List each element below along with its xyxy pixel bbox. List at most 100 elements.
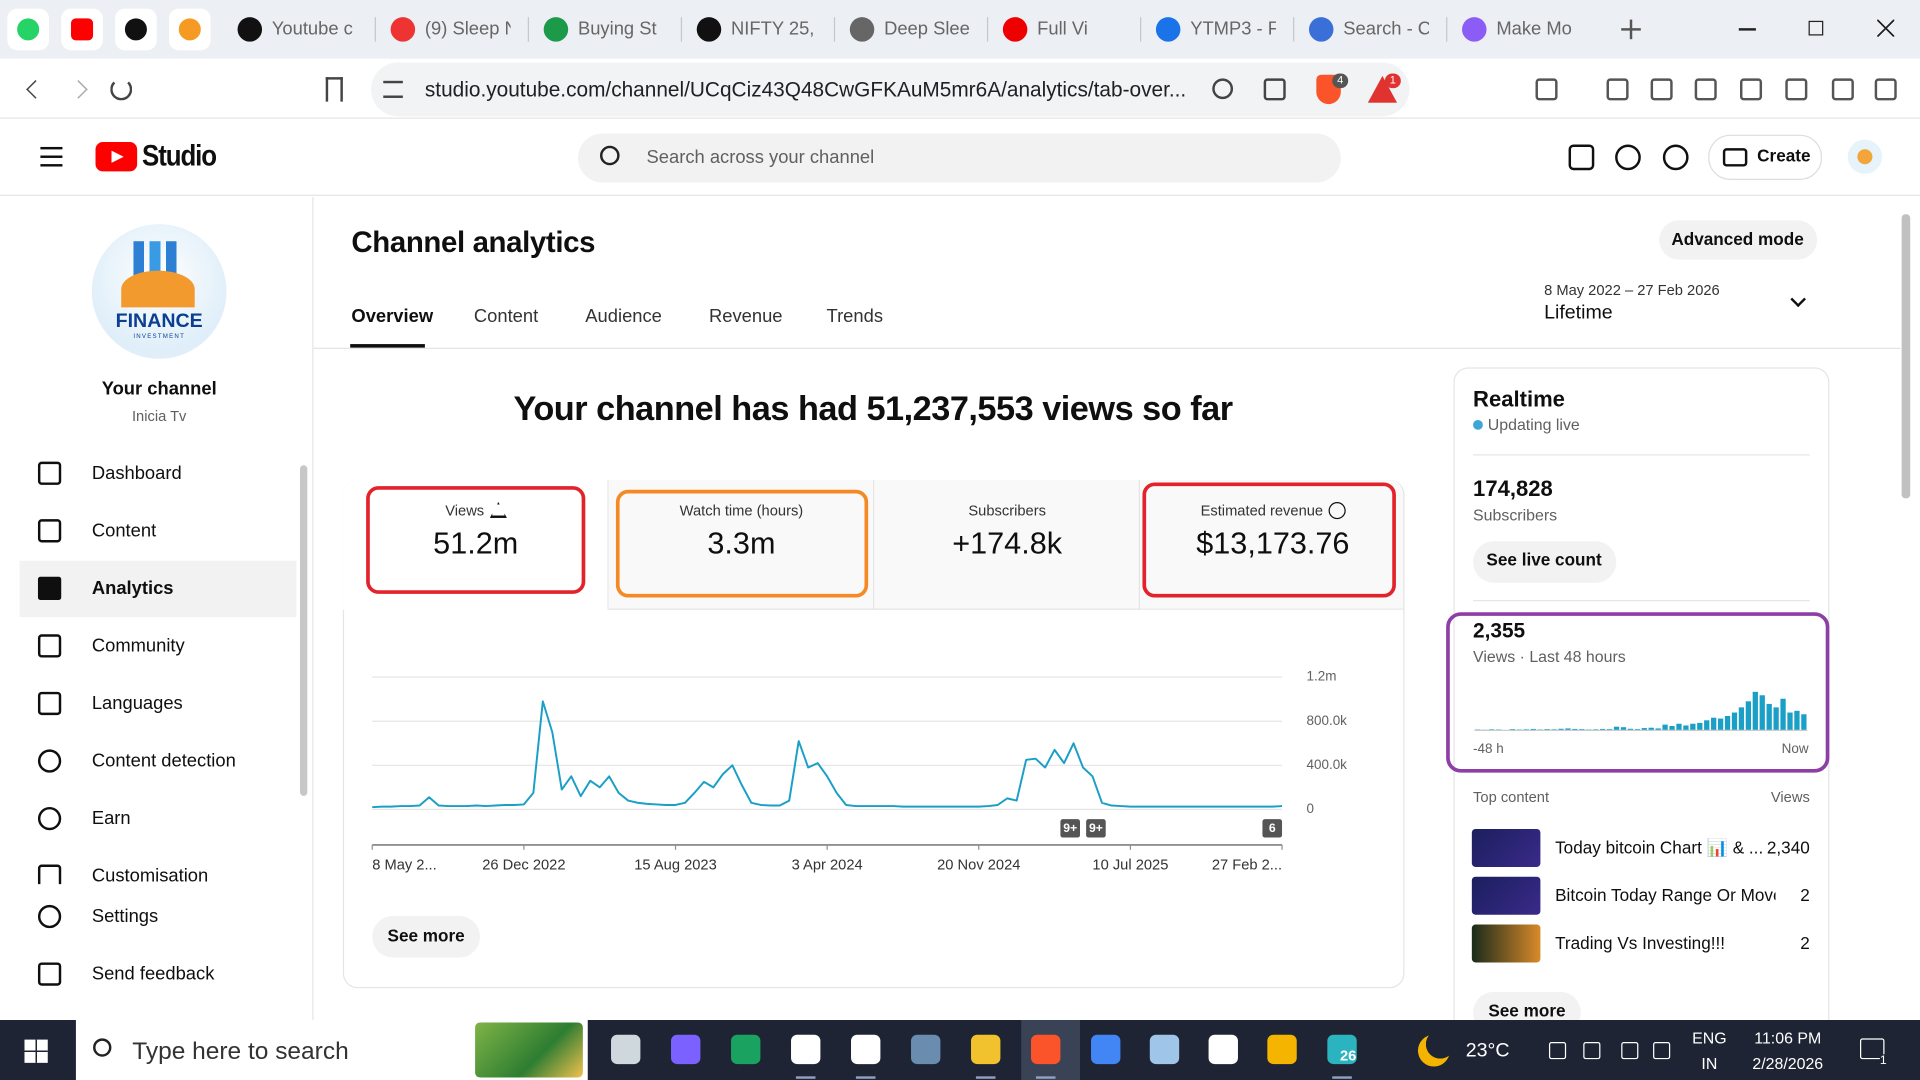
- toolbar-icon[interactable]: [1535, 78, 1558, 101]
- zoom-icon: [1212, 78, 1234, 100]
- tab-title[interactable]: Search - C: [1343, 17, 1429, 39]
- taskbar-app[interactable]: [1031, 1034, 1061, 1065]
- analytics-tab[interactable]: Revenue: [708, 305, 783, 327]
- metric-cell[interactable]: [874, 480, 1140, 610]
- taskbar-app[interactable]: [971, 1034, 1001, 1065]
- youtube-logo[interactable]: [95, 142, 138, 172]
- period-chevron: [1790, 291, 1806, 308]
- taskbar-app[interactable]: [1267, 1034, 1297, 1065]
- tab-separator: [1293, 17, 1295, 42]
- metric-cell[interactable]: [608, 480, 875, 610]
- video-thumbnail[interactable]: [1471, 828, 1541, 867]
- toolbar-icon[interactable]: [1606, 78, 1629, 101]
- analytics-tab[interactable]: Overview: [351, 305, 434, 327]
- toolbar-icon[interactable]: [1785, 78, 1808, 101]
- advanced-mode-button[interactable]: [1659, 220, 1818, 260]
- reload-button[interactable]: [110, 78, 133, 101]
- analytics-tab[interactable]: Audience: [585, 305, 662, 327]
- nav-item[interactable]: Analytics: [91, 577, 174, 599]
- logo-arrow: [121, 270, 195, 308]
- highlight-purple: [1446, 612, 1830, 773]
- metric-cell[interactable]: [1140, 480, 1405, 610]
- tab-separator: [986, 17, 989, 42]
- headline: Your channel has had 51,237,553 views so…: [513, 388, 1234, 427]
- taskbar-app[interactable]: [731, 1034, 761, 1065]
- taskbar-app[interactable]: [1208, 1034, 1238, 1065]
- taskbar-app[interactable]: [1091, 1034, 1121, 1065]
- nav-item[interactable]: Content detection: [91, 750, 236, 772]
- create-button[interactable]: [1708, 134, 1823, 180]
- live-dot: [1473, 420, 1483, 430]
- tab-separator: [1140, 17, 1142, 42]
- menu-icon-bar: [40, 164, 63, 167]
- tab-title[interactable]: Buying St: [577, 17, 657, 39]
- pinned-tab[interactable]: [115, 8, 157, 51]
- nav-item[interactable]: Languages: [91, 692, 183, 714]
- toolbar-icon[interactable]: [1650, 78, 1673, 101]
- header-icon[interactable]: [1568, 144, 1595, 171]
- nav-footer-item[interactable]: Send feedback: [91, 963, 215, 985]
- pinned-tab[interactable]: [61, 8, 103, 51]
- taskbar-app[interactable]: [911, 1034, 941, 1065]
- see-live-count-button[interactable]: [1473, 541, 1617, 583]
- search-box[interactable]: [577, 133, 1341, 183]
- video-thumbnail[interactable]: [1471, 924, 1541, 963]
- tray-icon: [1583, 1042, 1601, 1060]
- toolbar-icon[interactable]: [1740, 78, 1763, 101]
- nav-item[interactable]: Dashboard: [91, 462, 182, 484]
- video-title[interactable]: Bitcoin Today Range Or Move...: [1555, 885, 1776, 906]
- tab-title[interactable]: Deep Slee: [884, 17, 970, 39]
- address-bar[interactable]: [371, 62, 1410, 117]
- nav-item[interactable]: Content: [91, 520, 157, 541]
- toolbar-icon[interactable]: [1694, 78, 1717, 101]
- video-title[interactable]: Today bitcoin Chart 📊 & ...: [1555, 837, 1764, 858]
- account-avatar[interactable]: [1847, 139, 1883, 174]
- tab-title[interactable]: NIFTY 25,: [731, 17, 815, 39]
- tab-title[interactable]: (9) Sleep N: [424, 17, 511, 39]
- see-more-label: See more: [1488, 1000, 1566, 1021]
- period[interactable]: Lifetime: [1544, 302, 1613, 324]
- taskbar-app[interactable]: [851, 1034, 881, 1065]
- tab-icon: [390, 17, 416, 42]
- tab-separator: [680, 17, 683, 42]
- channel-avatar[interactable]: FINANCE INVESTMENT: [91, 224, 227, 359]
- pinned-tab[interactable]: [168, 8, 211, 51]
- metric-cell[interactable]: [342, 480, 609, 610]
- taskbar-app[interactable]: [671, 1034, 701, 1065]
- pinned-tab[interactable]: [7, 8, 49, 51]
- tab-title[interactable]: YTMP3 - F: [1190, 17, 1276, 39]
- maximize-button[interactable]: [1808, 20, 1824, 36]
- nav-item[interactable]: Community: [91, 635, 185, 656]
- tab-title[interactable]: Make Mo: [1496, 17, 1572, 39]
- tab-icon: [237, 17, 263, 42]
- toolbar-icon[interactable]: [1831, 78, 1854, 101]
- realtime-title: Realtime: [1473, 386, 1565, 412]
- taskbar-app[interactable]: [1149, 1034, 1180, 1065]
- taskbar-app[interactable]: [1327, 1034, 1357, 1065]
- video-views: 2,340: [1766, 837, 1810, 858]
- see-more-button[interactable]: [372, 915, 480, 958]
- tab-title[interactable]: Full Vi: [1037, 17, 1088, 39]
- nav-icon: [37, 691, 62, 716]
- top-content-label: Top content: [1473, 788, 1550, 806]
- tab-title[interactable]: Youtube c: [271, 17, 353, 39]
- taskbar-app[interactable]: [791, 1034, 821, 1065]
- notification-icon[interactable]: [1860, 1038, 1885, 1060]
- analytics-tab[interactable]: Content: [473, 305, 539, 327]
- start-button[interactable]: [24, 1039, 48, 1063]
- header-icon[interactable]: [1615, 144, 1641, 171]
- nav-item[interactable]: Earn: [91, 807, 131, 829]
- close-button[interactable]: [1877, 19, 1895, 37]
- video-thumbnail[interactable]: [1471, 876, 1541, 915]
- nav-item[interactable]: Customisation: [91, 865, 209, 885]
- minimize-button[interactable]: [1738, 28, 1756, 30]
- taskbar-app[interactable]: [611, 1034, 641, 1065]
- bookmark-button[interactable]: [325, 77, 343, 102]
- analytics-tab[interactable]: Trends: [826, 305, 884, 327]
- header-icon[interactable]: [1662, 144, 1689, 171]
- nav-footer-item[interactable]: Settings: [91, 905, 159, 927]
- toolbar-icon[interactable]: [1874, 78, 1897, 101]
- video-title[interactable]: Trading Vs Investing!!!: [1555, 933, 1726, 954]
